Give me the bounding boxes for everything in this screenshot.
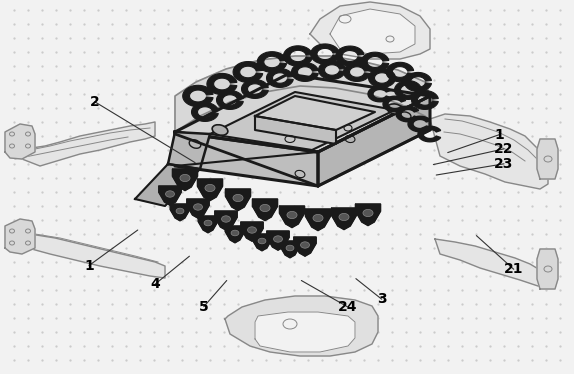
Ellipse shape bbox=[205, 184, 215, 191]
Polygon shape bbox=[175, 56, 430, 132]
Polygon shape bbox=[225, 226, 245, 243]
PathPatch shape bbox=[344, 62, 370, 82]
Ellipse shape bbox=[165, 191, 174, 197]
Ellipse shape bbox=[363, 209, 373, 217]
Polygon shape bbox=[537, 139, 558, 179]
Ellipse shape bbox=[301, 242, 309, 248]
Polygon shape bbox=[355, 204, 381, 226]
PathPatch shape bbox=[284, 46, 312, 66]
Text: 4: 4 bbox=[150, 277, 160, 291]
Text: 21: 21 bbox=[504, 262, 523, 276]
Ellipse shape bbox=[260, 205, 270, 212]
Ellipse shape bbox=[287, 211, 297, 218]
Polygon shape bbox=[5, 124, 35, 159]
Ellipse shape bbox=[339, 214, 349, 221]
Polygon shape bbox=[294, 237, 316, 256]
Polygon shape bbox=[255, 312, 355, 352]
Polygon shape bbox=[537, 249, 558, 289]
PathPatch shape bbox=[311, 44, 339, 64]
Polygon shape bbox=[159, 186, 181, 205]
Text: 22: 22 bbox=[494, 142, 514, 156]
Polygon shape bbox=[330, 9, 415, 54]
Ellipse shape bbox=[387, 104, 403, 114]
Ellipse shape bbox=[247, 227, 257, 233]
Polygon shape bbox=[368, 86, 391, 102]
PathPatch shape bbox=[336, 46, 364, 66]
Text: 3: 3 bbox=[377, 292, 386, 306]
Polygon shape bbox=[135, 164, 200, 206]
Polygon shape bbox=[253, 199, 278, 221]
PathPatch shape bbox=[233, 62, 263, 82]
PathPatch shape bbox=[242, 80, 268, 98]
PathPatch shape bbox=[394, 80, 421, 99]
Polygon shape bbox=[331, 208, 356, 230]
PathPatch shape bbox=[257, 52, 286, 72]
Polygon shape bbox=[187, 199, 209, 218]
Ellipse shape bbox=[204, 220, 212, 226]
PathPatch shape bbox=[292, 62, 319, 82]
Ellipse shape bbox=[233, 194, 243, 202]
Polygon shape bbox=[175, 132, 318, 186]
Polygon shape bbox=[197, 179, 223, 200]
Text: 24: 24 bbox=[338, 300, 357, 314]
Ellipse shape bbox=[193, 204, 203, 210]
Text: 5: 5 bbox=[199, 300, 208, 314]
Ellipse shape bbox=[231, 230, 239, 236]
Polygon shape bbox=[215, 211, 237, 230]
PathPatch shape bbox=[183, 85, 213, 107]
Polygon shape bbox=[168, 132, 210, 169]
PathPatch shape bbox=[369, 68, 395, 88]
Polygon shape bbox=[318, 96, 430, 186]
Polygon shape bbox=[10, 122, 155, 166]
Polygon shape bbox=[10, 234, 165, 278]
Polygon shape bbox=[280, 241, 300, 258]
Polygon shape bbox=[198, 216, 218, 233]
Polygon shape bbox=[280, 206, 305, 228]
Polygon shape bbox=[396, 106, 418, 122]
Polygon shape bbox=[241, 222, 263, 241]
PathPatch shape bbox=[266, 68, 293, 88]
Ellipse shape bbox=[222, 216, 231, 222]
Text: 2: 2 bbox=[90, 95, 99, 109]
Polygon shape bbox=[383, 96, 406, 112]
Polygon shape bbox=[175, 74, 430, 152]
Ellipse shape bbox=[274, 236, 282, 242]
Polygon shape bbox=[170, 204, 190, 221]
Polygon shape bbox=[418, 126, 441, 142]
Polygon shape bbox=[5, 219, 35, 254]
Polygon shape bbox=[435, 239, 548, 288]
Polygon shape bbox=[210, 92, 395, 150]
Polygon shape bbox=[255, 116, 336, 144]
Ellipse shape bbox=[258, 238, 266, 244]
PathPatch shape bbox=[412, 91, 439, 110]
Ellipse shape bbox=[212, 125, 228, 135]
Polygon shape bbox=[310, 2, 430, 59]
Ellipse shape bbox=[180, 174, 190, 182]
PathPatch shape bbox=[216, 91, 243, 110]
PathPatch shape bbox=[361, 52, 389, 72]
PathPatch shape bbox=[192, 102, 218, 122]
Ellipse shape bbox=[286, 245, 294, 251]
PathPatch shape bbox=[207, 73, 237, 95]
Polygon shape bbox=[267, 231, 289, 250]
Polygon shape bbox=[305, 209, 331, 231]
PathPatch shape bbox=[319, 61, 346, 79]
Polygon shape bbox=[172, 169, 197, 191]
Text: 1: 1 bbox=[495, 128, 504, 142]
Ellipse shape bbox=[313, 214, 323, 222]
PathPatch shape bbox=[404, 73, 432, 92]
Polygon shape bbox=[255, 96, 375, 130]
Ellipse shape bbox=[176, 208, 184, 214]
Polygon shape bbox=[226, 189, 251, 211]
Polygon shape bbox=[225, 296, 378, 356]
PathPatch shape bbox=[386, 62, 414, 82]
Polygon shape bbox=[430, 114, 548, 189]
Polygon shape bbox=[408, 116, 430, 132]
Text: 1: 1 bbox=[84, 258, 94, 273]
Text: 23: 23 bbox=[494, 157, 514, 171]
Polygon shape bbox=[252, 234, 272, 251]
